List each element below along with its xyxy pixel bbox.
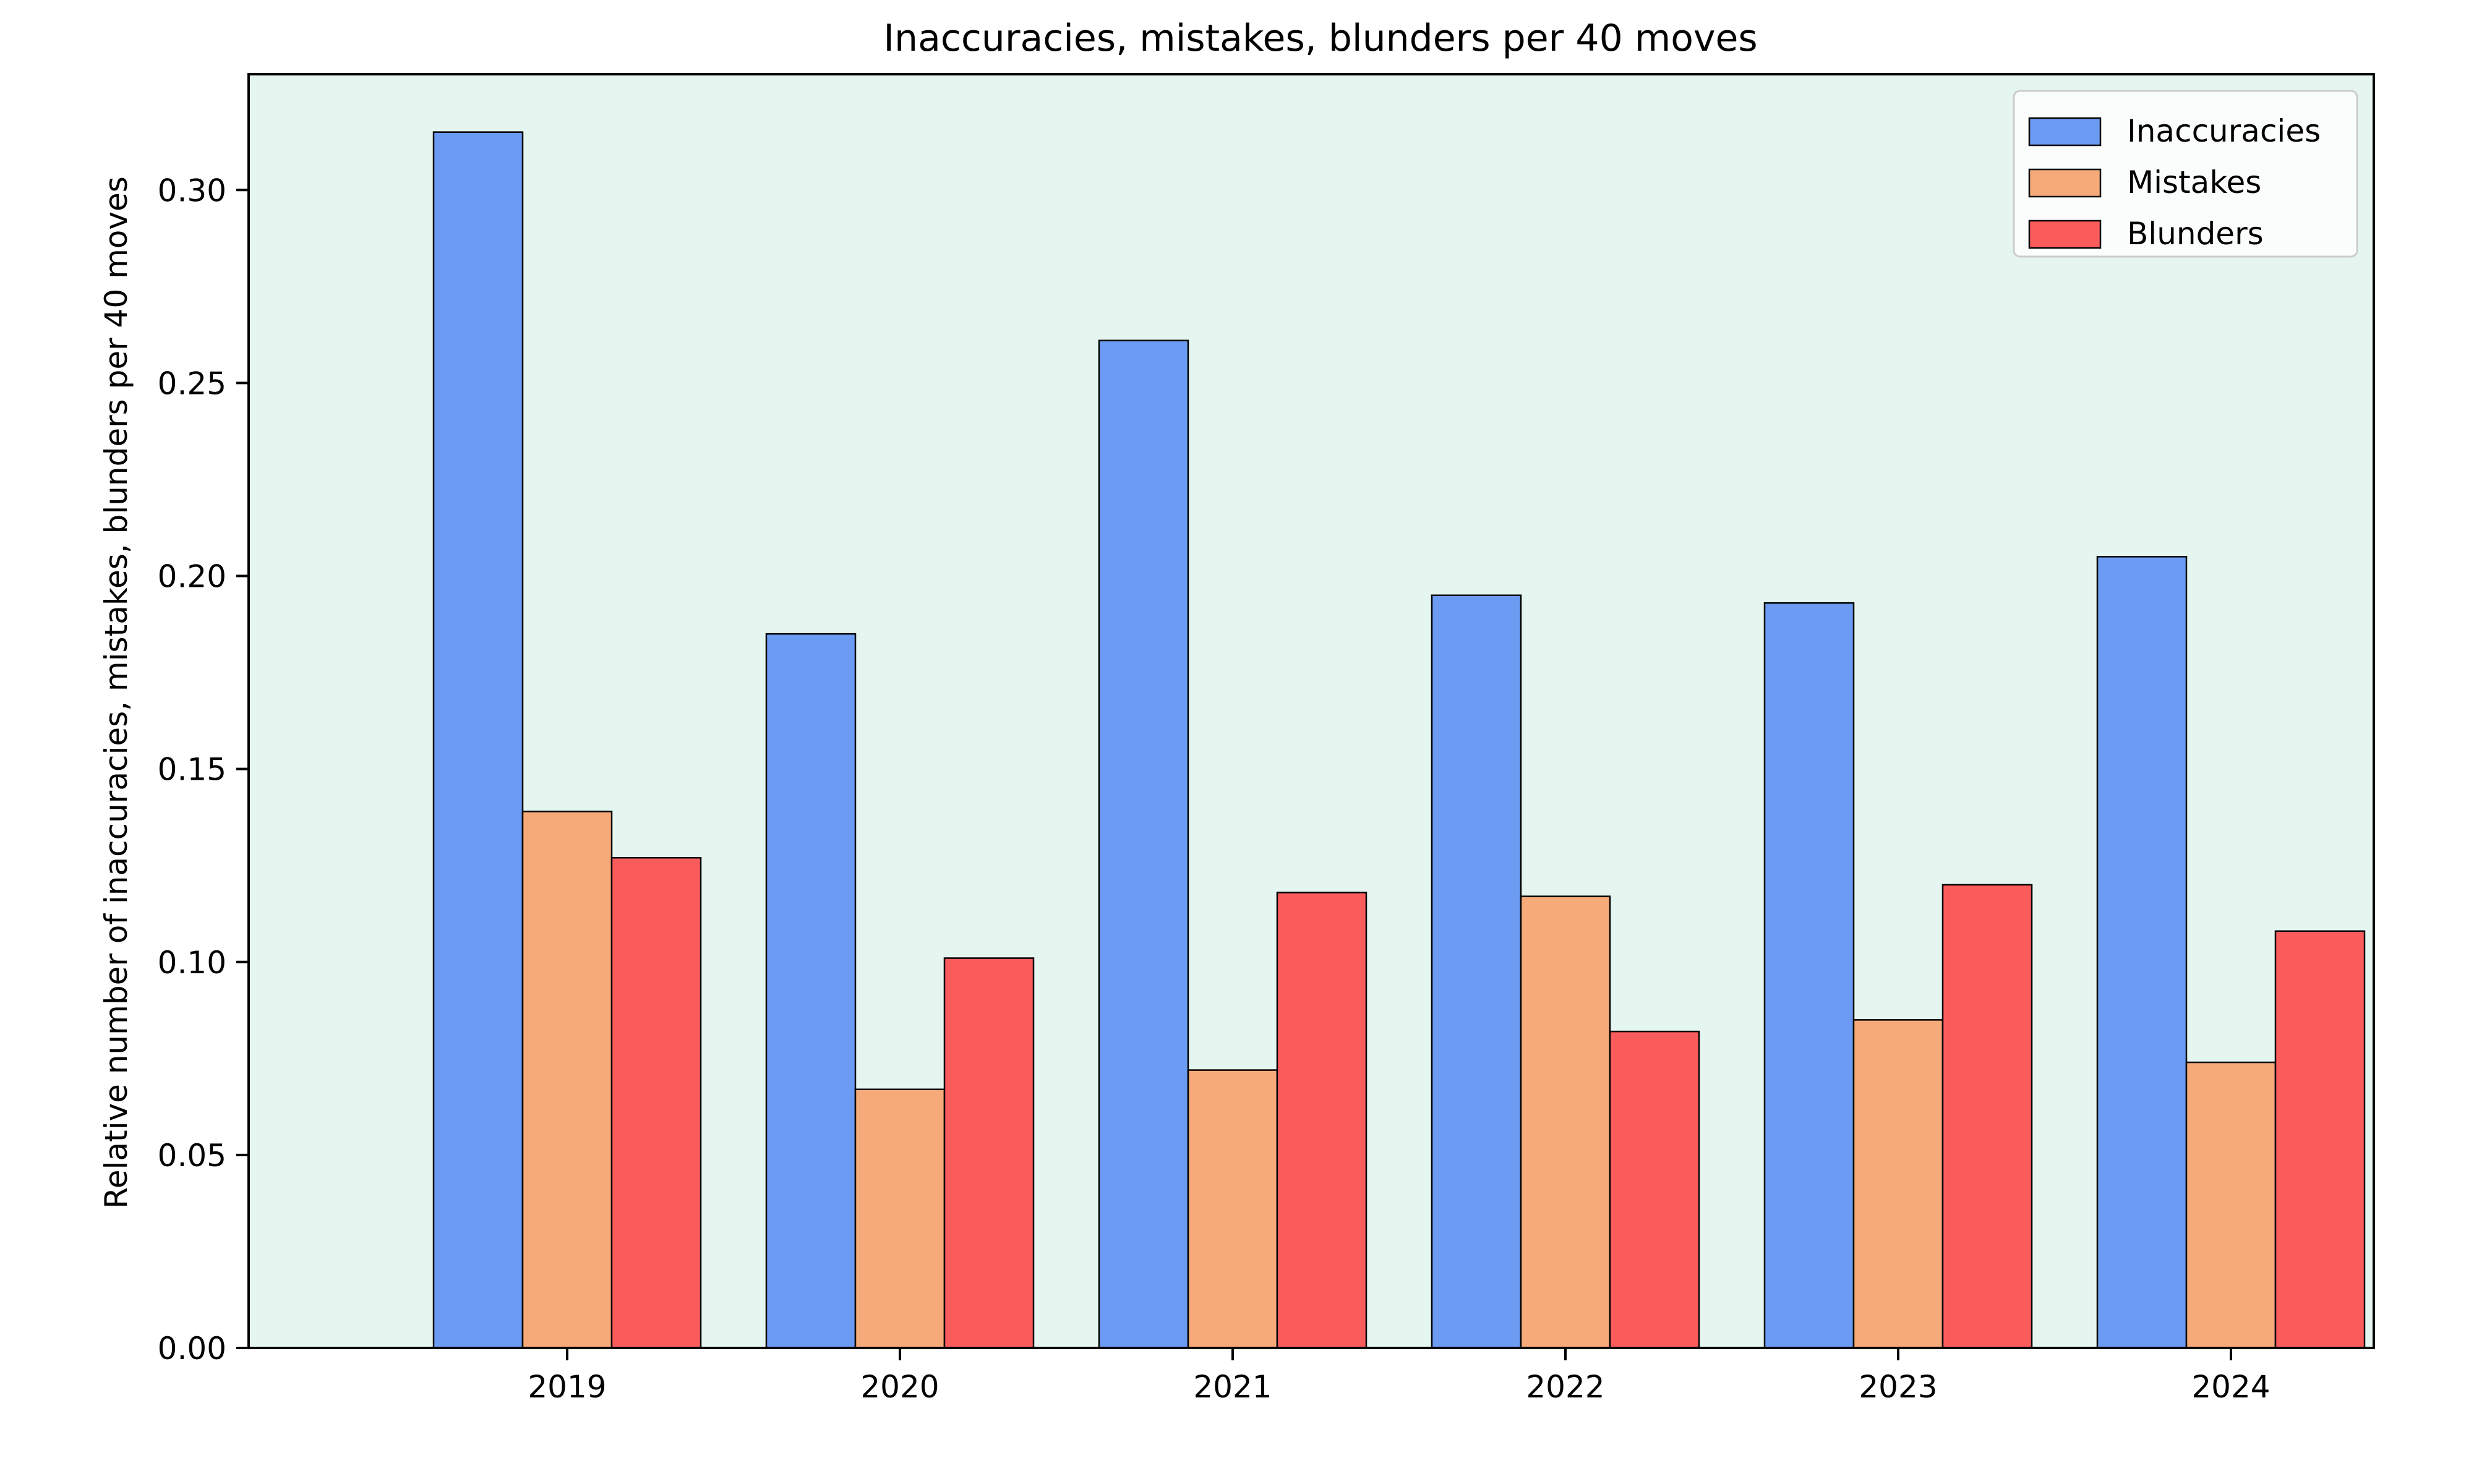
legend-swatch-inaccuracies <box>2028 117 2102 147</box>
legend-label-mistakes: Mistakes <box>2127 164 2261 200</box>
bar-inaccuracies-2024 <box>2096 556 2188 1349</box>
x-tick-label: 2022 <box>1526 1369 1604 1405</box>
bar-mistakes-2023 <box>1852 1019 1944 1349</box>
bar-inaccuracies-2019 <box>432 131 524 1349</box>
bar-blunders-2023 <box>1941 884 2033 1349</box>
x-tick-label: 2024 <box>2191 1369 2270 1405</box>
bar-blunders-2021 <box>1276 892 1368 1349</box>
bar-blunders-2022 <box>1609 1030 1700 1349</box>
legend-swatch-blunders <box>2028 220 2102 249</box>
bar-inaccuracies-2022 <box>1431 594 1522 1349</box>
legend-label-inaccuracies: Inaccuracies <box>2127 113 2321 149</box>
bar-mistakes-2020 <box>854 1088 946 1349</box>
bar-blunders-2020 <box>943 957 1035 1349</box>
y-tick-label: 0.20 <box>158 559 226 595</box>
bar-mistakes-2024 <box>2185 1061 2277 1349</box>
y-tick-label: 0.15 <box>158 752 226 788</box>
y-tick-label: 0.30 <box>158 173 226 208</box>
chart-title: Inaccuracies, mistakes, blunders per 40 … <box>883 17 1757 60</box>
y-axis-label: Relative number of inaccuracies, mistake… <box>98 176 134 1209</box>
bars-group <box>432 131 2366 1349</box>
x-tick-label: 2019 <box>528 1369 606 1405</box>
bar-blunders-2019 <box>610 856 702 1349</box>
y-tick-label: 0.00 <box>158 1331 226 1367</box>
bar-inaccuracies-2020 <box>765 633 857 1349</box>
bar-mistakes-2022 <box>1520 895 1611 1349</box>
y-tick-label: 0.10 <box>158 945 226 981</box>
x-tick-label: 2021 <box>1193 1369 1272 1405</box>
y-axis: 0.00 0.05 0.10 0.15 0.20 0.25 0.30 <box>158 173 249 1367</box>
legend: Inaccuracies Mistakes Blunders <box>2013 90 2358 258</box>
bar-mistakes-2019 <box>521 811 613 1349</box>
bar-inaccuracies-2021 <box>1098 339 1189 1349</box>
x-tick-label: 2020 <box>860 1369 939 1405</box>
y-tick-label: 0.25 <box>158 365 226 401</box>
legend-swatch-mistakes <box>2028 168 2102 198</box>
bar-inaccuracies-2023 <box>1763 602 1855 1349</box>
y-tick-label: 0.05 <box>158 1138 226 1174</box>
x-tick-label: 2023 <box>1859 1369 1937 1405</box>
legend-label-blunders: Blunders <box>2127 216 2264 252</box>
plot-frame <box>247 73 2375 1349</box>
x-axis: 2019 2020 2021 2022 2023 2024 <box>528 1348 2271 1405</box>
bar-blunders-2024 <box>2274 930 2366 1349</box>
bar-mistakes-2021 <box>1187 1069 1278 1349</box>
